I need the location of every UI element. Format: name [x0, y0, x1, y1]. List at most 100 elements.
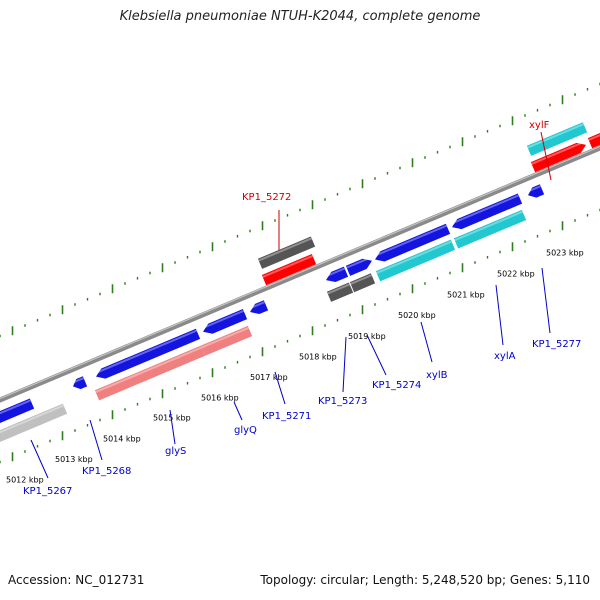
gene-arrow-8: [324, 266, 349, 283]
gene-arrow-7-body: [200, 325, 253, 356]
gene-label: KP1_5273: [318, 396, 367, 407]
gene-arrow-17-body: [257, 236, 316, 269]
gene-arrow-10-shine: [373, 224, 448, 258]
gene-arrow-9-body: [345, 258, 373, 276]
gene-arrow-6: [94, 345, 206, 401]
gene-arrow-21: [587, 128, 600, 149]
backbone-highlight: [0, 145, 600, 400]
gene-arrow-5-body: [0, 403, 68, 446]
leader-line: [233, 401, 243, 421]
gene-arrow-15-shine: [376, 240, 453, 274]
gene-arrow-3-body: [203, 309, 248, 334]
accession-label: Accession: NC_012731: [8, 573, 145, 587]
scale-label: 5018 kbp: [299, 352, 337, 361]
gene-arrow-18: [261, 254, 317, 286]
gene-arrow-11-shine: [450, 194, 520, 225]
gene-arrow-1-shine: [71, 377, 85, 385]
genome-backbone: [0, 145, 600, 403]
tick-track: [0, 82, 600, 464]
gene-arrow-9: [345, 256, 373, 276]
gene-label: KP1_5274: [372, 380, 421, 391]
gene-arrow-6-body: [94, 345, 206, 401]
gene-arrow-1-body: [73, 376, 88, 390]
leader-line: [420, 321, 433, 363]
gene-arrow-19: [526, 122, 588, 156]
gene-arrow-17-shine: [258, 237, 313, 262]
gene-label: xylF: [529, 120, 550, 131]
scale-label: 5014 kbp: [103, 435, 141, 444]
gene-arrow-0-shine: [0, 399, 32, 419]
scale-label: 5015 kbp: [153, 414, 191, 423]
scale-label: 5017 kbp: [250, 373, 288, 382]
gene-arrow-2-body: [96, 328, 201, 379]
scale-label: 5020 kbp: [398, 311, 436, 320]
gene-arrow-21-body: [587, 128, 600, 149]
gene-arrow-5-shine: [0, 404, 65, 438]
gene-arrow-19-body: [526, 122, 588, 156]
gene-arrow-0: [0, 398, 35, 424]
gene-arrow-4: [248, 300, 269, 315]
gene-arrow-15-body: [375, 239, 456, 282]
gene-arrow-0-body: [0, 398, 35, 424]
gene-arrow-14-shine: [350, 274, 373, 285]
scale-label: 5019 kbp: [348, 332, 386, 341]
scale-label: 5022 kbp: [497, 269, 535, 278]
gene-arrow-13: [326, 282, 354, 302]
gene-arrow-11: [450, 193, 523, 230]
leader-line: [540, 131, 552, 181]
gene-arrow-1: [71, 376, 88, 390]
gene-arrow-14: [349, 273, 376, 293]
leader-line: [169, 409, 176, 445]
leader-line: [495, 284, 504, 346]
scale-label: 5016 kbp: [201, 394, 239, 403]
gene-label: KP1_5271: [262, 411, 311, 422]
topology-label: Topology: circular; Length: 5,248,520 bp…: [260, 573, 590, 587]
gene-label: KP1_5267: [23, 486, 72, 497]
scale-label: 5012 kbp: [6, 475, 44, 484]
gene-arrow-2: [94, 328, 201, 379]
gene-arrow-20-body: [530, 142, 587, 173]
gene-arrow-7: [200, 325, 253, 356]
map-title: Klebsiella pneumoniae NTUH-K2044, comple…: [119, 9, 481, 24]
gene-arrow-16: [453, 209, 527, 249]
gene-arrow-4-body: [250, 300, 269, 315]
scale-label: 5023 kbp: [546, 249, 584, 258]
gene-label: glyQ: [234, 425, 257, 436]
gene-arrow-12: [526, 184, 545, 198]
gene-arrow-16-body: [453, 209, 527, 249]
gene-label: xylB: [426, 370, 448, 381]
gene-arrow-2-shine: [94, 329, 198, 375]
gene-label: glyS: [165, 446, 186, 457]
gene-label: KP1_5268: [82, 466, 131, 477]
gene-arrow-9-shine: [346, 256, 372, 269]
gene-arrow-13-shine: [327, 283, 351, 295]
gene-arrow-10: [373, 223, 451, 262]
gene-label: KP1_5272: [242, 192, 291, 203]
leader-line: [366, 334, 387, 376]
gene-arrow-7-shine: [201, 326, 250, 349]
gene-arrow-6-shine: [95, 346, 203, 393]
gene-arrow-19-shine: [527, 123, 585, 149]
gene-arrow-8-shine: [324, 267, 346, 278]
gene-arrow-5: [0, 403, 68, 446]
gene-arrow-10-body: [375, 223, 451, 262]
leader-line: [30, 439, 49, 479]
gene-label: KP1_5277: [532, 339, 581, 350]
gene-track: [0, 122, 600, 446]
gene-arrow-12-body: [528, 184, 545, 198]
scale-label: 5021 kbp: [447, 290, 485, 299]
leader-line: [541, 267, 551, 334]
gene-arrow-11-body: [452, 193, 523, 230]
gene-arrow-18-body: [261, 254, 317, 286]
gene-arrow-12-shine: [526, 185, 542, 193]
scale-label: 5013 kbp: [55, 455, 93, 464]
leader-line: [274, 371, 286, 405]
gene-arrow-15: [375, 239, 456, 282]
gene-arrow-17: [257, 236, 316, 269]
gene-arrow-8-body: [326, 266, 349, 283]
gene-arrow-3: [201, 309, 248, 334]
backbone-line: [0, 145, 600, 403]
leader-line: [89, 419, 103, 461]
gene-arrow-4-shine: [248, 301, 266, 310]
